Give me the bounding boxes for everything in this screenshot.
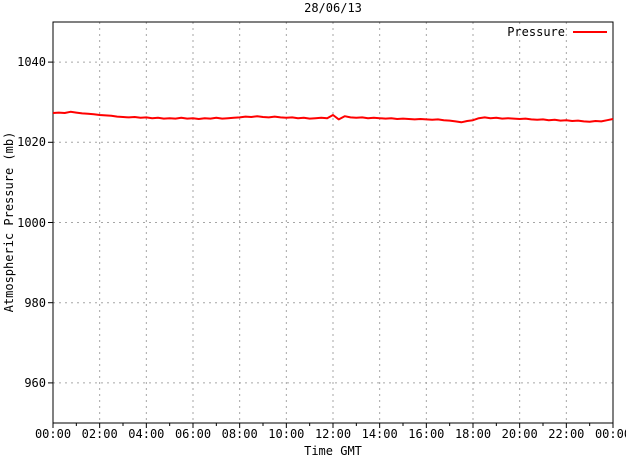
y-tick-label: 1020 (17, 135, 46, 150)
x-tick-label: 00:00 (594, 427, 626, 441)
x-tick-label: 22:00 (548, 427, 585, 441)
plot-border (52, 21, 614, 424)
x-tick-label: 04:00 (128, 427, 165, 441)
x-tick-label: 14:00 (361, 427, 398, 441)
legend-label: Pressure (507, 25, 565, 39)
y-tick-label: 960 (24, 375, 46, 390)
x-axis-label: Time GMT (304, 444, 362, 458)
legend: Pressure (507, 25, 607, 39)
x-tick-label: 10:00 (268, 427, 305, 441)
x-tick-label: 08:00 (221, 427, 258, 441)
x-tick-label: 18:00 (454, 427, 492, 441)
x-tick-label: 00:00 (34, 427, 72, 441)
pressure-series-line (52, 110, 614, 124)
x-tick-label: 20:00 (501, 427, 538, 441)
y-tick-label: 980 (24, 295, 46, 310)
x-tick-label: 12:00 (314, 427, 352, 441)
gridlines (53, 22, 613, 423)
x-tick-label: 06:00 (174, 427, 212, 441)
legend-line-sample (573, 31, 607, 33)
x-tick-label: 16:00 (408, 427, 445, 441)
chart-title: 28/06/13 (304, 1, 362, 15)
x-tick-label: 02:00 (81, 427, 118, 441)
y-tick-label: 1040 (17, 55, 46, 70)
y-tick-label: 1000 (17, 215, 46, 230)
